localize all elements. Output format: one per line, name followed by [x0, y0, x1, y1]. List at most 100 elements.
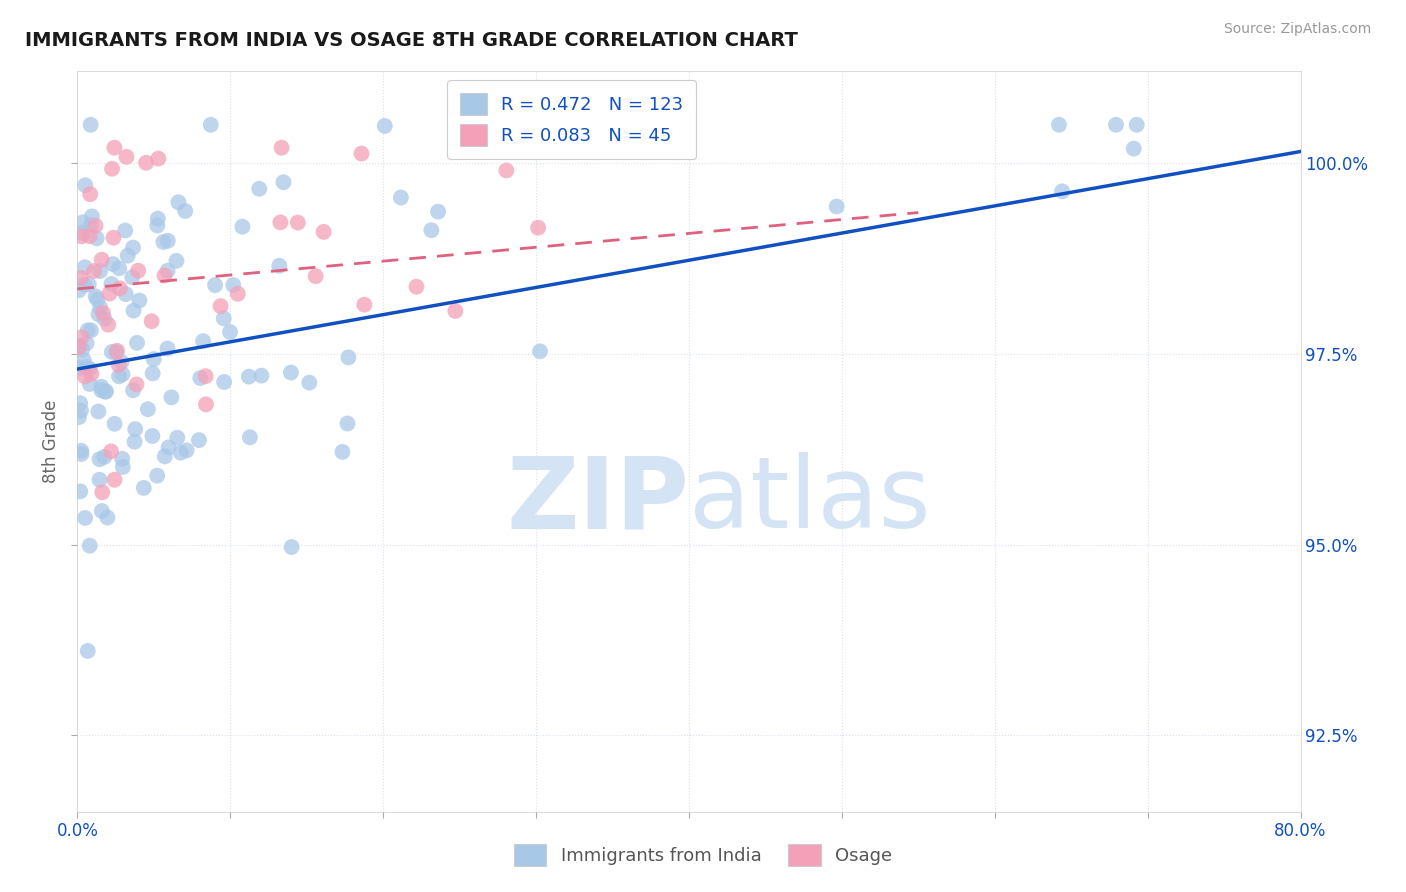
Point [444, 304, 467, 318]
Point [122, 241, 145, 255]
Point [312, 225, 335, 239]
Point [77, 277, 100, 292]
Point [76, 336, 98, 351]
Point [273, 175, 295, 189]
Point [1122, 142, 1144, 156]
Point [108, 369, 131, 384]
Point [125, 335, 148, 350]
Point [89, 473, 111, 487]
Point [269, 215, 291, 229]
Point [146, 211, 169, 226]
Text: atlas: atlas [689, 452, 931, 549]
Point [405, 279, 427, 293]
Point [76, 359, 98, 374]
Point [239, 430, 262, 444]
Point [80, 210, 103, 224]
Point [103, 473, 125, 487]
Point [114, 223, 136, 237]
Point [91, 306, 114, 320]
Point [146, 468, 169, 483]
Point [67, 340, 90, 354]
Point [76, 644, 98, 658]
Point [153, 450, 176, 464]
Point [103, 231, 125, 245]
Point [194, 369, 217, 384]
Point [111, 451, 134, 466]
Point [79, 539, 101, 553]
Point [825, 200, 848, 214]
Point [70, 226, 93, 240]
Point [79, 376, 101, 391]
Text: IMMIGRANTS FROM INDIA VS OSAGE 8TH GRADE CORRELATION CHART: IMMIGRANTS FROM INDIA VS OSAGE 8TH GRADE… [25, 31, 799, 50]
Point [280, 366, 302, 380]
Point [90, 252, 112, 267]
Point [90, 380, 112, 394]
Point [79, 361, 101, 376]
Point [90, 504, 112, 518]
Point [188, 371, 211, 385]
Point [108, 281, 131, 295]
Point [527, 220, 550, 235]
Point [495, 163, 517, 178]
Point [93, 311, 115, 326]
Point [105, 343, 128, 358]
Point [69, 360, 91, 375]
Point [141, 314, 163, 328]
Point [93, 450, 115, 464]
Point [70, 270, 93, 285]
Point [212, 375, 235, 389]
Point [167, 195, 190, 210]
Point [79, 118, 101, 132]
Point [70, 403, 93, 417]
Point [1105, 118, 1128, 132]
Point [122, 303, 145, 318]
Legend: Immigrants from India, Osage: Immigrants from India, Osage [501, 831, 905, 879]
Point [166, 431, 188, 445]
Point [86, 231, 108, 245]
Point [90, 384, 112, 398]
Point [70, 229, 93, 244]
Point [389, 190, 412, 204]
Point [73, 260, 96, 275]
Point [103, 417, 125, 431]
Point [80, 367, 103, 381]
Point [80, 323, 103, 337]
Point [89, 301, 111, 315]
Text: ZIP: ZIP [506, 452, 689, 549]
Point [97, 318, 120, 332]
Point [280, 540, 302, 554]
Point [142, 352, 165, 367]
Point [98, 286, 121, 301]
Point [67, 283, 90, 297]
Point [70, 443, 93, 458]
Point [101, 257, 124, 271]
Point [174, 204, 197, 219]
Point [125, 377, 148, 392]
Point [69, 484, 91, 499]
Point [287, 216, 309, 230]
Point [353, 298, 375, 312]
Point [176, 443, 198, 458]
Point [170, 445, 193, 459]
Point [103, 141, 125, 155]
Point [83, 264, 105, 278]
Point [305, 269, 328, 284]
Text: Source: ZipAtlas.com: Source: ZipAtlas.com [1223, 22, 1371, 37]
Point [132, 481, 155, 495]
Point [115, 150, 138, 164]
Point [238, 369, 260, 384]
Point [73, 369, 96, 384]
Point [350, 146, 373, 161]
Point [226, 286, 249, 301]
Point [86, 293, 108, 307]
Point [70, 343, 93, 357]
Point [152, 235, 174, 249]
Point [111, 368, 134, 382]
Point [117, 249, 139, 263]
Point [156, 263, 179, 277]
Point [200, 118, 222, 132]
Point [1125, 118, 1147, 132]
Point [194, 397, 217, 411]
Point [67, 410, 90, 425]
Point [153, 268, 176, 283]
